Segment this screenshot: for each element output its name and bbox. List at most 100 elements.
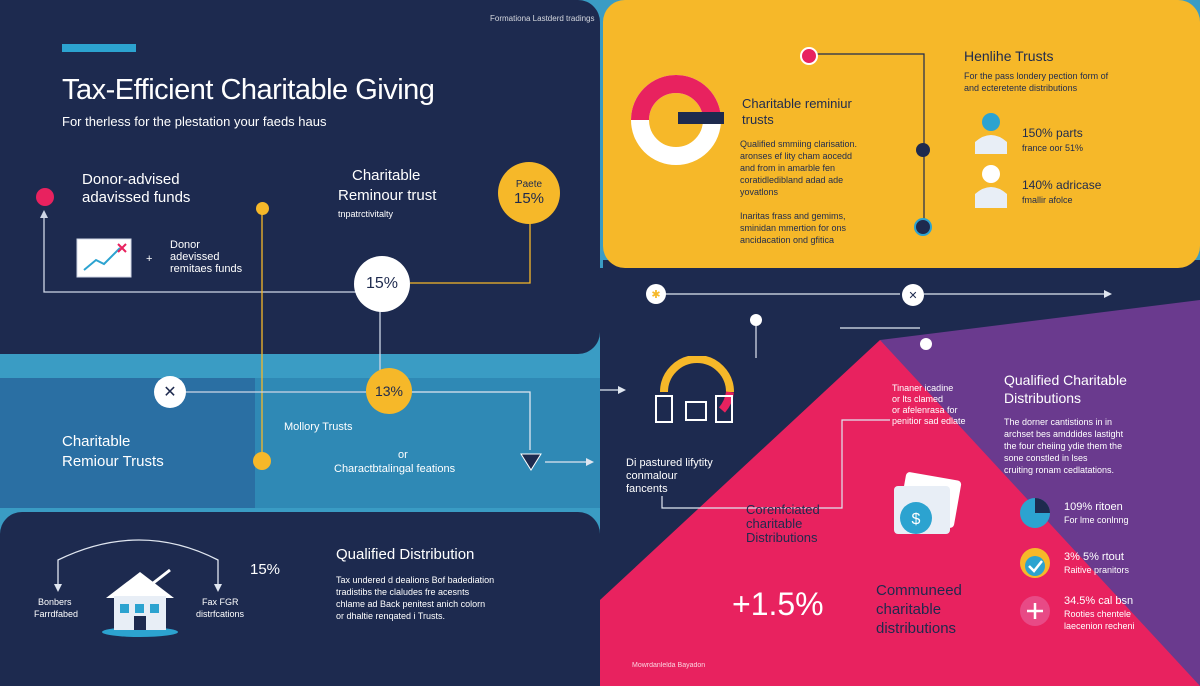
note-feations: Charactbtalingal feations — [334, 463, 456, 475]
pink-note-4: penitior sad edlate — [892, 416, 966, 426]
plus-circle-icon — [1020, 596, 1050, 626]
center-connectors — [600, 314, 920, 509]
daf-sub-line1: Donor — [170, 239, 200, 251]
comm-line3: distributions — [876, 620, 957, 637]
yp-crt-body-3: and from in amarble fen — [740, 163, 836, 173]
ht-body-2: and ecteretente distributions — [964, 83, 1078, 93]
bottom-percent: 15% — [250, 561, 281, 578]
mollory-note: Mollory Trusts — [284, 421, 353, 433]
qcd-title-1: Qualified Charitable — [1004, 372, 1127, 388]
center-title-3: fancents — [626, 483, 668, 495]
badge-13-value: 13% — [374, 383, 404, 399]
stat1-line1: 150% parts — [1022, 126, 1083, 140]
ht-title: Henlihe Trusts — [964, 48, 1054, 64]
line-chart-icon — [76, 238, 132, 278]
daf-title-line1: Donor-advised — [82, 171, 180, 188]
yp-crt-title-1: Charitable reminiur — [742, 96, 852, 111]
note-or: or — [398, 449, 408, 461]
dark-node-dot-2 — [914, 218, 932, 236]
badge-13: 13% — [366, 368, 412, 414]
stat1-line2: france oor 51% — [1022, 143, 1084, 153]
stat2-line1: 140% adricase — [1022, 178, 1102, 192]
yp-crt-body2-1: Inaritas frass and gemims, — [740, 211, 846, 221]
house-icon — [102, 568, 178, 637]
title-accent-bar — [62, 44, 136, 52]
ccd-line3: Distributions — [746, 530, 818, 545]
dark-node-dot-1 — [916, 143, 930, 157]
stat2-line2: fmallir afolce — [1022, 195, 1073, 205]
yp-crt-body2-2: sminidan mmertion for ons — [740, 223, 847, 233]
white-node-dot — [920, 338, 932, 350]
yp-crt-body-4: coratidledibland adad ade — [740, 175, 844, 185]
badge-top-15: Paete 15% — [498, 162, 560, 224]
yp-crt-title-2: trusts — [742, 112, 774, 127]
badge-top-label: Paete — [515, 179, 543, 190]
svg-text:$: $ — [912, 511, 921, 528]
badge-top-value: 15% — [513, 190, 545, 207]
badge-center-value: 15% — [365, 275, 399, 292]
item3-line1: 34.5% cal bsn — [1064, 595, 1134, 607]
qcd-body-4: sone constled in lses — [1004, 453, 1088, 463]
plus-sign: + — [146, 253, 153, 265]
qcd-body-3: the four cheiing ydie them the — [1004, 441, 1123, 451]
pink-note-3: or afelenrasa for — [892, 405, 958, 415]
yellow-connectors — [658, 53, 1112, 298]
hands-donut-icon — [655, 356, 734, 423]
qcd-title-2: Distributions — [1004, 390, 1082, 406]
qd-title: Qualified Distribution — [336, 546, 475, 563]
crt-title-line1: Charitable — [352, 167, 421, 184]
item2-line2: Raitive pranitors — [1064, 565, 1130, 575]
yellow-accent-node: ✱ — [646, 284, 666, 304]
comm-line1: Communeed — [876, 582, 962, 599]
triangle-down-icon — [520, 453, 542, 471]
page-subtitle: For therless for the plestation your fae… — [62, 114, 327, 129]
pink-note-1: Tinaner icadine — [892, 383, 954, 393]
pink-node-dot-yellow — [800, 47, 818, 65]
close-node-icon: ✕ — [154, 376, 186, 408]
daf-title-line2: adavissed funds — [82, 189, 191, 206]
mid-crt-line2: Remiour Trusts — [62, 453, 164, 470]
left-connectors — [40, 208, 594, 592]
item3-line3: laecenion recheni — [1064, 621, 1135, 631]
center-title-2: conmalour — [626, 470, 678, 482]
donut-chart-icon — [631, 75, 724, 165]
pink-footer: Mowrdanlelda Bayadon — [632, 662, 706, 669]
page-title: Tax-Efficient Charitable Giving — [62, 74, 435, 106]
pink-node-dot — [36, 188, 54, 206]
crt-title-line2: Reminour trust — [338, 187, 437, 204]
yp-crt-body2-3: ancidacation ond gfitica — [740, 235, 835, 245]
bottom-left-label-2: Farrdfabed — [34, 609, 79, 619]
ccd-line2: charitable — [746, 516, 803, 531]
qd-body-4: or dhaltie renqated i Trusts. — [336, 611, 446, 621]
badge-center-15: 15% — [354, 256, 410, 312]
item1-line2: For lme conlnng — [1064, 515, 1129, 525]
bottom-right-label-2: distrfcations — [196, 609, 245, 619]
crt-subtitle: tnpatrctivitalty — [338, 209, 394, 219]
ht-body-1: For the pass londery pection form of — [964, 71, 1109, 81]
person-icon-1 — [975, 113, 1007, 154]
bottom-right-label-1: Fax FGR — [202, 597, 239, 607]
daf-sub-line2: adevissed — [170, 251, 220, 263]
yp-crt-body-5: yovatlons — [740, 187, 779, 197]
item3-line2: Rooties chentele — [1064, 609, 1132, 619]
close-icon-right: ✕ — [902, 284, 924, 306]
qd-body-2: tradistibs the claludes fre acesnts — [336, 587, 470, 597]
qd-body-1: Tax undered d dealions Bof badediation — [336, 575, 495, 585]
qcd-body-5: cruiting ronam cedlatations. — [1004, 465, 1115, 475]
qcd-body-2: archset bes amddides lastight — [1004, 429, 1124, 439]
pink-note-2: or lts clamed — [892, 394, 944, 404]
mid-crt-line1: Charitable — [62, 433, 131, 450]
big-percent: +1.5% — [732, 586, 824, 622]
item2-line1: 3% 5% rtout — [1064, 551, 1124, 563]
yellow-node-dot-2 — [253, 452, 271, 470]
checkmark-badge-icon — [1020, 548, 1050, 578]
ccd-line1: Corenfciated — [746, 502, 820, 517]
person-icon-2 — [975, 165, 1007, 208]
center-title-1: Di pastured lifytity — [626, 457, 713, 469]
money-document-icon: $ — [894, 472, 962, 534]
comm-line2: charitable — [876, 601, 942, 618]
bottom-left-label-1: Bonbers — [38, 597, 72, 607]
yp-crt-body-2: aronses ef lity cham aocedd — [740, 151, 853, 161]
top-caption: Formationa Lastderd tradings — [490, 14, 595, 23]
item1-line1: 109% ritoen — [1064, 501, 1123, 513]
